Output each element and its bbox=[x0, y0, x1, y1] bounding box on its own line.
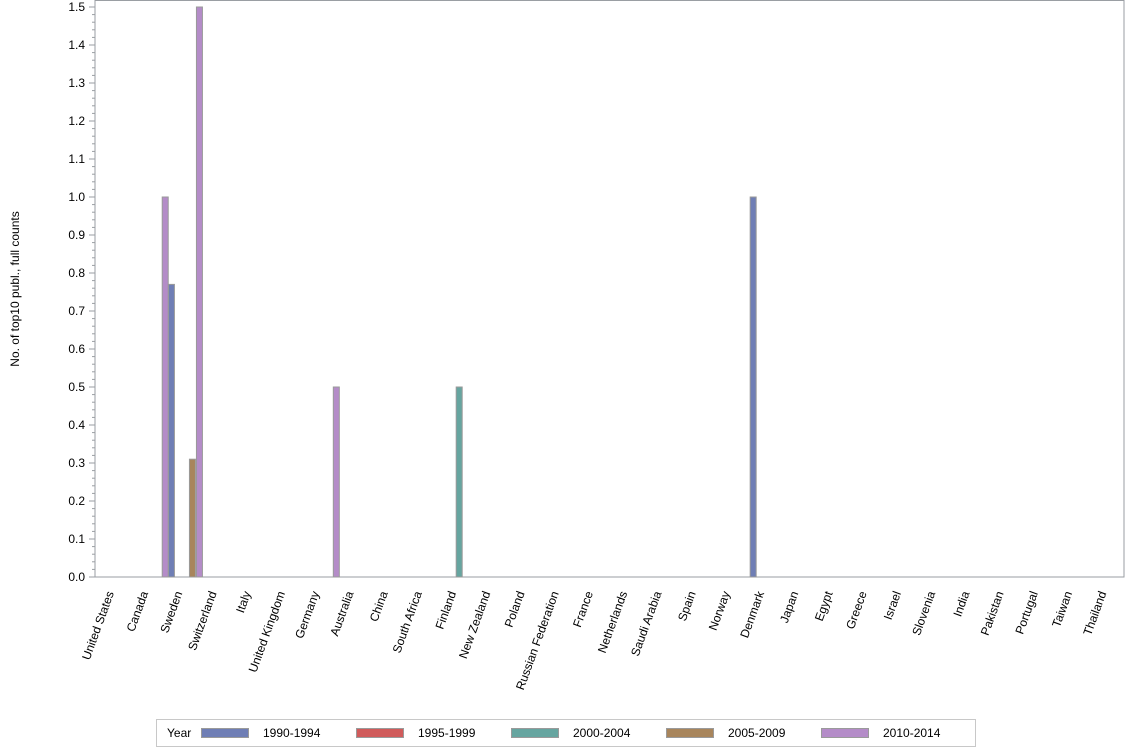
legend-item: 2010-2014 bbox=[821, 726, 975, 740]
legend-swatch bbox=[201, 728, 249, 738]
x-tick-label: Poland bbox=[502, 589, 528, 629]
x-tick-label: United States bbox=[79, 589, 117, 661]
legend-item: 2000-2004 bbox=[511, 726, 665, 740]
y-tick-label: 1.5 bbox=[68, 0, 85, 14]
x-tick-label: South Africa bbox=[390, 589, 425, 655]
legend-label: 1995-1999 bbox=[418, 726, 476, 740]
y-tick-label: 0.8 bbox=[68, 266, 85, 280]
x-tick-label: Denmark bbox=[737, 588, 767, 639]
y-axis: 0.0 0.1 0.2 0.3 0.4 0.5 0.6 0.7 0.8 0.9 1.0 1.1 1.2 1… bbox=[68, 0, 95, 584]
bar-chart: 0.0 0.1 0.2 0.3 0.4 0.5 0.6 0.7 0.8 0.9 1.0 1.1 1.2 1… bbox=[8, 0, 1125, 692]
x-tick-label: Norway bbox=[706, 589, 733, 632]
y-tick-label: 0.0 bbox=[68, 570, 85, 584]
bar bbox=[455, 386, 463, 578]
bar bbox=[195, 6, 203, 578]
x-tick-label: Pakistan bbox=[978, 589, 1007, 637]
plot-frame bbox=[94, 0, 1125, 578]
x-tick-label: Japan bbox=[777, 589, 801, 625]
x-tick-label: Germany bbox=[292, 589, 322, 640]
x-tick-label: Switzerland bbox=[185, 589, 219, 652]
legend-swatch bbox=[356, 728, 404, 738]
x-tick-label: Egypt bbox=[812, 589, 836, 623]
y-tick-label: 0.7 bbox=[68, 304, 85, 318]
x-tick-label: Slovenia bbox=[909, 589, 938, 637]
y-tick-label: 1.2 bbox=[68, 114, 85, 128]
legend-title: Year bbox=[167, 726, 192, 740]
x-tick-label: Portugal bbox=[1012, 589, 1040, 636]
x-tick-label: Spain bbox=[675, 589, 699, 623]
legend-item: 1990-1994 bbox=[201, 726, 355, 740]
y-tick-label: 1.3 bbox=[68, 76, 85, 90]
y-tick-label: 0.6 bbox=[68, 342, 85, 356]
y-tick-label: 1.1 bbox=[68, 152, 85, 166]
bars bbox=[161, 6, 757, 578]
x-tick-label: Italy bbox=[233, 589, 254, 614]
x-tick-label: Saudi Arabia bbox=[628, 589, 665, 658]
y-tick-label: 0.5 bbox=[68, 380, 85, 394]
bar bbox=[161, 196, 169, 578]
x-tick-label: United Kingdom bbox=[246, 589, 288, 674]
legend-label: 1990-1994 bbox=[263, 726, 321, 740]
y-axis-label: No. of top10 publ., full counts bbox=[8, 211, 22, 366]
x-tick-label: China bbox=[367, 589, 391, 624]
x-tick-label: Canada bbox=[124, 589, 152, 634]
legend: Year 1990-1994 1995-1999 2000-2004 2005-200… bbox=[156, 719, 976, 747]
y-tick-label: 0.9 bbox=[68, 228, 85, 242]
bar bbox=[749, 196, 757, 578]
x-tick-label: Thailand bbox=[1080, 589, 1109, 637]
x-tick-label: France bbox=[570, 589, 596, 629]
x-tick-label: New Zealand bbox=[456, 589, 493, 660]
y-tick-label: 0.3 bbox=[68, 456, 85, 470]
bar bbox=[332, 386, 340, 578]
legend-item: 2005-2009 bbox=[666, 726, 820, 740]
legend-label: 2010-2014 bbox=[883, 726, 941, 740]
legend-swatch bbox=[666, 728, 714, 738]
x-axis: United States Canada Sweden Switzerland Ital… bbox=[79, 588, 1109, 692]
bar bbox=[167, 283, 175, 578]
x-tick-label: Israel bbox=[881, 589, 904, 621]
y-tick-label: 0.1 bbox=[68, 532, 85, 546]
x-tick-label: Sweden bbox=[157, 589, 185, 635]
x-tick-label: Greece bbox=[843, 589, 870, 631]
x-tick-label: Australia bbox=[327, 589, 356, 638]
legend-label: 2000-2004 bbox=[573, 726, 631, 740]
x-tick-label: Taiwan bbox=[1049, 589, 1075, 629]
legend-swatch bbox=[511, 728, 559, 738]
legend-swatch bbox=[821, 728, 869, 738]
legend-item: 1995-1999 bbox=[356, 726, 510, 740]
y-tick-label: 0.4 bbox=[68, 418, 85, 432]
x-tick-label: India bbox=[950, 589, 972, 619]
y-tick-label: 0.2 bbox=[68, 494, 85, 508]
bar bbox=[188, 458, 196, 578]
y-tick-label: 1.4 bbox=[68, 38, 85, 52]
y-tick-label: 1.0 bbox=[68, 190, 85, 204]
x-tick-label: Finland bbox=[433, 589, 460, 631]
x-tick-label: Netherlands bbox=[595, 589, 630, 655]
legend-label: 2005-2009 bbox=[728, 726, 786, 740]
